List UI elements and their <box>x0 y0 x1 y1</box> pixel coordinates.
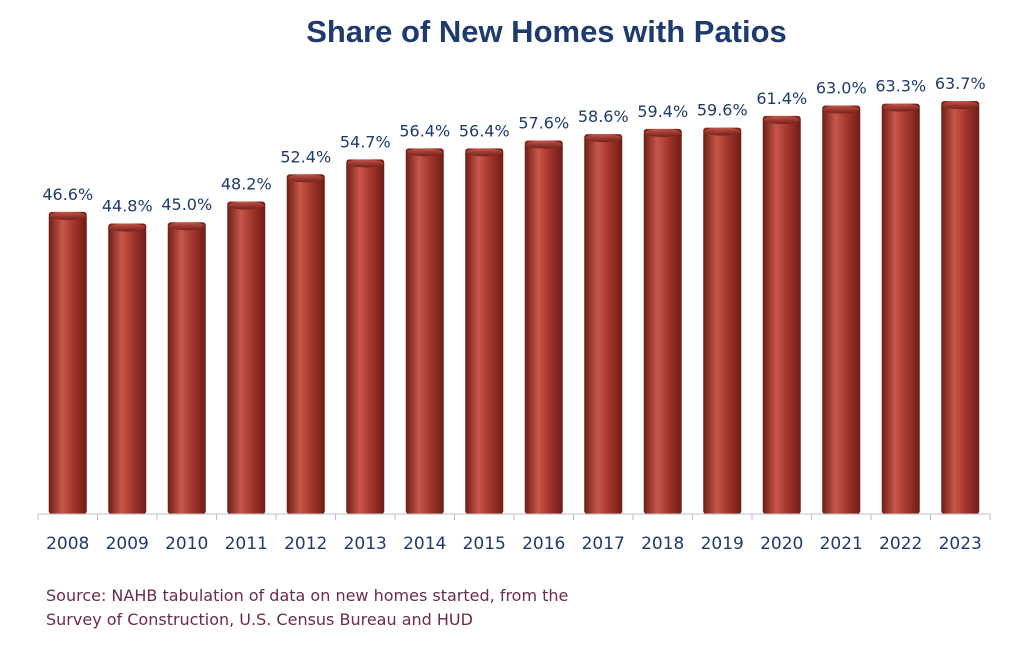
x-tick-label-2017: 2017 <box>582 534 625 554</box>
bar-2020 <box>762 115 801 515</box>
bar-top-2022 <box>882 103 919 112</box>
data-label-2011: 48.2% <box>221 174 272 193</box>
bar-top-2023 <box>942 101 979 109</box>
x-tick-label-2020: 2020 <box>760 534 803 554</box>
bar-top-2008 <box>49 211 86 220</box>
x-tick-label-2023: 2023 <box>939 534 982 554</box>
data-label-2009: 44.8% <box>102 197 153 216</box>
data-labels: 46.6% 44.8% 45.0% 48.2% 52.4% 54.7% 56.4% 56.4%… <box>42 74 985 216</box>
bar-top-2021 <box>823 105 860 114</box>
x-tick-label-2008: 2008 <box>46 534 89 554</box>
data-label-2014: 56.4% <box>399 121 450 140</box>
data-label-2022: 63.3% <box>875 77 926 96</box>
bar-top-2010 <box>168 222 205 231</box>
bar-top-2016 <box>525 140 562 149</box>
bar-2010 <box>167 222 206 514</box>
chart-title: Share of New Homes with Patios <box>306 14 787 49</box>
bar-top-2012 <box>287 174 324 183</box>
bar-2019 <box>703 127 742 514</box>
data-label-2017: 58.6% <box>578 107 629 126</box>
bar-top-2020 <box>763 115 800 124</box>
data-label-2020: 61.4% <box>756 89 807 108</box>
x-tick-label-2009: 2009 <box>106 534 149 554</box>
bar-2014 <box>405 148 444 515</box>
data-label-2015: 56.4% <box>459 121 510 140</box>
bars-group <box>48 101 980 515</box>
source-line-1: Source: NAHB tabulation of data on new h… <box>46 586 569 605</box>
source-line-2: Survey of Construction, U.S. Census Bure… <box>46 610 473 629</box>
bar-top-2015 <box>466 148 503 157</box>
bar-top-2017 <box>585 134 622 143</box>
bar-2012 <box>286 174 325 514</box>
bar-2023 <box>941 101 980 514</box>
bar-2018 <box>643 128 682 514</box>
data-label-2010: 45.0% <box>161 195 212 214</box>
data-label-2016: 57.6% <box>518 114 569 133</box>
x-tick-label-2014: 2014 <box>403 534 446 554</box>
bar-2021 <box>822 105 861 515</box>
data-label-2021: 63.0% <box>816 79 867 98</box>
bar-2008 <box>48 211 87 514</box>
data-label-2023: 63.7% <box>935 74 986 93</box>
bar-top-2014 <box>406 148 443 157</box>
x-tick-label-2019: 2019 <box>701 534 744 554</box>
data-label-2018: 59.4% <box>637 102 688 121</box>
data-label-2019: 59.6% <box>697 101 748 120</box>
bar-2016 <box>524 140 563 515</box>
x-tick-label-2010: 2010 <box>165 534 208 554</box>
x-tick-label-2012: 2012 <box>284 534 327 554</box>
x-tick-labels: 2008 2009 2010 2011 2012 2013 2014 2015 2016 2017… <box>46 534 982 554</box>
bar-2017 <box>584 134 623 515</box>
bar-2022 <box>881 103 920 514</box>
bar-top-2011 <box>228 201 265 210</box>
x-tick-label-2013: 2013 <box>344 534 387 554</box>
bar-2011 <box>227 201 266 514</box>
data-label-2008: 46.6% <box>42 185 93 204</box>
bar-top-2018 <box>644 128 681 137</box>
data-label-2013: 54.7% <box>340 132 391 151</box>
bar-top-2013 <box>347 159 384 168</box>
x-tick-label-2016: 2016 <box>522 534 565 554</box>
bar-2009 <box>108 223 147 515</box>
bar-2015 <box>465 148 504 515</box>
data-label-2012: 52.4% <box>280 147 331 166</box>
x-axis <box>37 513 991 520</box>
bar-top-2009 <box>109 223 146 232</box>
x-tick-label-2015: 2015 <box>463 534 506 554</box>
x-tick-label-2021: 2021 <box>820 534 863 554</box>
bar-2013 <box>346 159 385 514</box>
x-tick-label-2011: 2011 <box>225 534 268 554</box>
x-tick-label-2018: 2018 <box>641 534 684 554</box>
bar-top-2019 <box>704 127 741 136</box>
x-tick-label-2022: 2022 <box>879 534 922 554</box>
source-note: Source: NAHB tabulation of data on new h… <box>46 584 746 632</box>
